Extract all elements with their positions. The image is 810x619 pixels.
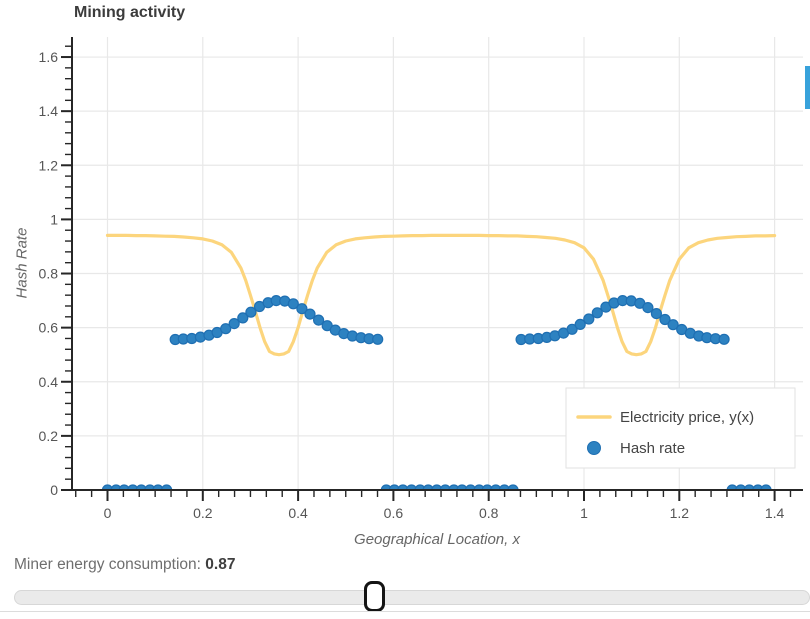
svg-text:0.4: 0.4	[288, 505, 308, 521]
svg-text:0.2: 0.2	[193, 505, 213, 521]
bottom-divider	[0, 611, 810, 612]
svg-text:1: 1	[50, 211, 58, 227]
svg-text:1.4: 1.4	[765, 505, 785, 521]
svg-text:1.2: 1.2	[39, 157, 59, 173]
svg-text:0.2: 0.2	[39, 428, 59, 444]
legend-item-electricity-price: Electricity price, y(x)	[576, 409, 754, 426]
axes	[61, 37, 803, 501]
electricity-price-line	[105, 233, 777, 357]
chart-title: Mining activity	[74, 4, 186, 21]
tick-labels: 0 0.2 0.4 0.6 0.8 1 1.2 1.4 0 0.2 0.4 0.6 0.8 1 1.2 1.4…	[39, 49, 785, 521]
svg-text:1.2: 1.2	[670, 505, 690, 521]
slider-value: 0.87	[205, 556, 236, 573]
svg-text:0: 0	[104, 505, 112, 521]
slider-track[interactable]	[14, 590, 810, 605]
y-axis-title: Hash Rate	[13, 227, 31, 299]
svg-text:0.8: 0.8	[39, 266, 59, 282]
legend: Electricity price, y(x) Hash rate	[565, 387, 796, 469]
legend-item-hash-rate: Hash rate	[587, 440, 685, 457]
slider-thumb[interactable]	[364, 581, 386, 612]
x-axis-title: Geographical Location, x	[354, 531, 520, 548]
svg-text:Electricity price, y(x): Electricity price, y(x)	[620, 409, 754, 426]
svg-text:0.6: 0.6	[384, 505, 404, 521]
svg-text:0.4: 0.4	[39, 374, 59, 390]
slider-label: Miner energy consumption: 0.87	[14, 556, 235, 574]
svg-text:1.4: 1.4	[39, 103, 59, 119]
svg-text:0.6: 0.6	[39, 320, 59, 336]
svg-text:0.8: 0.8	[479, 505, 499, 521]
plot-canvas: 0 0.2 0.4 0.6 0.8 1 1.2 1.4 0 0.2 0.4 0.6 0.8 1 1.2 1.4…	[39, 37, 803, 521]
svg-text:0: 0	[50, 482, 58, 498]
slider-label-text: Miner energy consumption:	[14, 556, 201, 573]
hash-rate-points	[101, 295, 772, 490]
scrollbar-thumb[interactable]	[805, 66, 810, 109]
svg-text:Hash rate: Hash rate	[620, 440, 685, 457]
svg-text:1: 1	[580, 505, 588, 521]
legend-circle-swatch	[587, 441, 601, 455]
svg-text:1.6: 1.6	[39, 49, 59, 65]
